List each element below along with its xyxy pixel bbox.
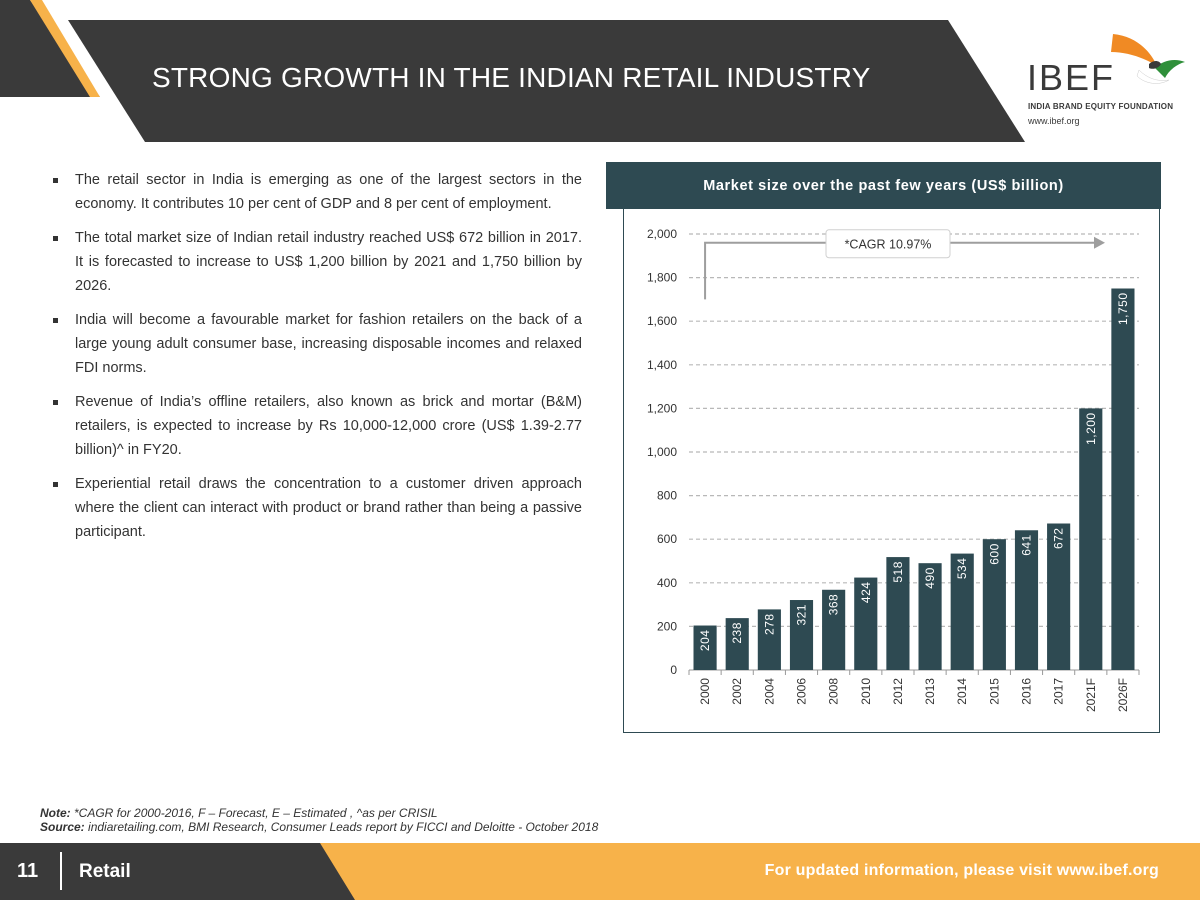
- bullet-item: India will become a favourable market fo…: [52, 308, 582, 380]
- bullet-text: The retail sector in India is emerging a…: [75, 172, 582, 212]
- y-tick-label: 1,800: [647, 271, 677, 285]
- bar-value-label: 672: [1052, 528, 1066, 550]
- page-title: STRONG GROWTH IN THE INDIAN RETAIL INDUS…: [152, 62, 871, 93]
- bar-value-label: 641: [1020, 534, 1034, 556]
- x-tick-label: 2017: [1052, 678, 1066, 705]
- x-tick-label: 2002: [730, 678, 744, 705]
- footer-band: [0, 843, 1200, 900]
- bullet-item: Experiential retail draws the concentrat…: [52, 472, 582, 544]
- y-tick-label: 200: [657, 619, 677, 633]
- bullet-text: The total market size of Indian retail i…: [75, 230, 582, 294]
- y-tick-label: 1,400: [647, 358, 677, 372]
- y-tick-label: 1,200: [647, 401, 677, 415]
- x-tick-label: 2021F: [1084, 678, 1098, 712]
- y-tick-label: 1,600: [647, 314, 677, 328]
- bar: [789, 600, 814, 670]
- x-tick-label: 2016: [1020, 678, 1034, 705]
- cagr-callout-box: [825, 229, 951, 259]
- source-label: Source:: [40, 820, 85, 834]
- y-tick-label: 800: [657, 489, 677, 503]
- bullet-square-icon: [53, 178, 58, 183]
- footer-info-link[interactable]: For updated information, please visit ww…: [764, 862, 1159, 879]
- bar: [693, 625, 717, 670]
- bar: [1047, 523, 1071, 670]
- logo-url: www.ibef.org: [1028, 116, 1080, 126]
- y-tick-label: 400: [657, 576, 677, 590]
- bullet-text: India will become a favourable market fo…: [75, 312, 582, 376]
- footer-dark: [0, 843, 355, 900]
- bullet-item: The retail sector in India is emerging a…: [52, 168, 582, 216]
- header-title-band: [68, 20, 1025, 142]
- bar: [1014, 530, 1039, 670]
- bar: [886, 557, 910, 670]
- logo-wordmark: IBEF: [1027, 57, 1116, 98]
- x-tick-label: 2026F: [1116, 678, 1130, 712]
- logo-subtitle: INDIA BRAND EQUITY FOUNDATION: [1028, 102, 1174, 111]
- header-corner-accent: [30, 0, 100, 97]
- footer-divider: [60, 852, 62, 890]
- x-tick-label: 2004: [762, 678, 776, 705]
- bar-value-label: 278: [762, 613, 776, 635]
- note-line: Note: *CAGR for 2000-2016, F – Forecast,…: [40, 806, 598, 820]
- note-text: *CAGR for 2000-2016, F – Forecast, E – E…: [70, 806, 438, 820]
- source-text: indiaretailing.com, BMI Research, Consum…: [84, 820, 599, 834]
- bullet-square-icon: [53, 482, 58, 487]
- y-tick-label: 2,000: [647, 227, 677, 241]
- bullet-square-icon: [53, 400, 58, 405]
- bullet-square-icon: [53, 236, 58, 241]
- x-tick-label: 2006: [795, 678, 809, 705]
- page-number: 11: [17, 860, 39, 882]
- cagr-arrow-head-icon: [1094, 236, 1105, 249]
- bar-value-label: 368: [827, 594, 841, 616]
- ibef-logo[interactable]: IBEF INDIA BRAND EQUITY FOUNDATION www.i…: [1027, 30, 1187, 130]
- bar: [1079, 408, 1103, 670]
- bullet-item: The total market size of Indian retail i…: [52, 226, 582, 298]
- bar: [725, 618, 749, 670]
- x-tick-label: 2012: [891, 678, 905, 705]
- bird-icon: [1111, 34, 1185, 84]
- notes: Note: *CAGR for 2000-2016, F – Forecast,…: [40, 806, 598, 834]
- bullet-text: Experiential retail draws the concentrat…: [75, 476, 582, 540]
- bar: [982, 539, 1006, 670]
- x-tick-label: 2014: [955, 678, 969, 705]
- bullet-list: The retail sector in India is emerging a…: [52, 168, 582, 554]
- bar-value-label: 238: [730, 622, 744, 644]
- source-line: Source: indiaretailing.com, BMI Research…: [40, 820, 598, 834]
- chart-panel: Market size over the past few years (US$…: [606, 162, 1161, 733]
- bullet-text: Revenue of India’s offline retailers, al…: [75, 394, 582, 458]
- bar: [822, 589, 846, 670]
- bar-value-label: 321: [795, 604, 809, 626]
- bullet-item: Revenue of India’s offline retailers, al…: [52, 390, 582, 462]
- x-tick-label: 2015: [987, 678, 1001, 705]
- x-tick-label: 2008: [827, 678, 841, 705]
- x-tick-label: 2010: [859, 678, 873, 705]
- y-tick-label: 0: [670, 663, 677, 677]
- bar-value-label: 518: [891, 561, 905, 583]
- y-tick-label: 1,000: [647, 445, 677, 459]
- note-label: Note:: [40, 806, 71, 820]
- cagr-arrow-line: [704, 241, 1094, 300]
- y-tick-label: 600: [657, 532, 677, 546]
- bar: [1111, 288, 1135, 670]
- bar-value-label: 424: [859, 582, 873, 604]
- cagr-callout-text: *CAGR 10.97%: [845, 238, 932, 252]
- bar: [918, 563, 942, 670]
- bar-value-label: 534: [955, 558, 969, 580]
- bar-value-label: 1,750: [1116, 293, 1130, 326]
- bar: [757, 609, 781, 670]
- bar-value-label: 490: [923, 567, 937, 589]
- bar-chart: 0 200 400 600 800 1,000 1,200 1,400 1,600 1,800 2,…: [647, 227, 1140, 712]
- bar-value-label: 1,200: [1084, 412, 1098, 445]
- x-tick-label: 2013: [923, 678, 937, 705]
- chart-title: Market size over the past few years (US$…: [606, 162, 1161, 209]
- bullet-square-icon: [53, 318, 58, 323]
- bar-value-label: 204: [698, 630, 712, 652]
- x-tick-label: 2000: [698, 678, 712, 705]
- bar-value-label: 600: [987, 543, 1001, 565]
- section-name: Retail: [79, 861, 131, 882]
- bar: [950, 553, 974, 670]
- bar: [854, 577, 878, 670]
